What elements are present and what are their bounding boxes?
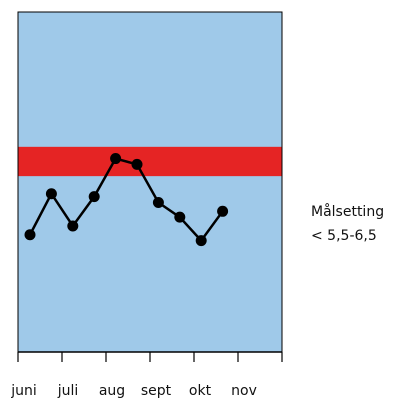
target-band [18, 146, 282, 177]
data-point [174, 211, 186, 223]
x-tick-label: aug [99, 383, 125, 399]
x-tick-label: juli [57, 383, 79, 399]
data-point [131, 158, 143, 170]
data-point [67, 220, 79, 232]
legend-title: Målsetting [311, 204, 385, 220]
data-point [195, 235, 207, 247]
x-tick-label: sept [141, 383, 172, 399]
data-point [24, 229, 36, 241]
series-line [28, 157, 224, 243]
data-point [88, 191, 100, 203]
legend-range: < 5,5-6,5 [311, 228, 377, 244]
x-ticks [17, 352, 283, 362]
data-points [24, 153, 229, 247]
x-tick-label: nov [231, 383, 257, 399]
x-tick-labels: juni juli aug sept okt nov [10, 383, 257, 399]
x-tick-label: okt [189, 383, 212, 399]
plot-background [17, 11, 283, 353]
target-legend: Målsetting < 5,5-6,5 [311, 200, 384, 248]
data-point [152, 197, 164, 209]
data-point [45, 188, 57, 200]
x-tick-label: juni [10, 383, 37, 399]
data-point [110, 153, 122, 165]
data-point [217, 205, 229, 217]
